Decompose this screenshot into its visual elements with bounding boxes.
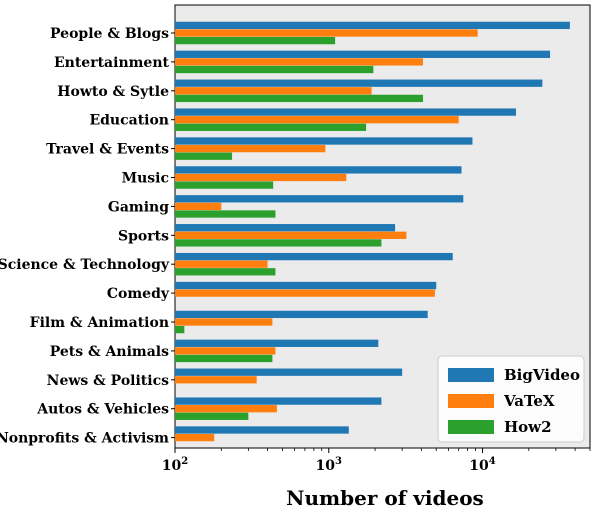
- bar-how2-1: [175, 65, 374, 74]
- bar-how2-0: [175, 36, 336, 45]
- bar-bigvideo-8: [175, 252, 453, 261]
- legend-label-how2: How2: [504, 418, 552, 436]
- x-tick-label: 103: [316, 456, 342, 474]
- legend-swatch-how2: [448, 420, 494, 434]
- bar-bigvideo-6: [175, 195, 464, 203]
- category-label: Nonprofits & Activism: [0, 431, 169, 447]
- x-axis-title: Number of videos: [286, 486, 484, 510]
- x-tick-label: 104: [469, 456, 495, 474]
- bar-bigvideo-0: [175, 21, 570, 30]
- bar-vatex-7: [175, 231, 407, 239]
- bar-bigvideo-13: [175, 397, 382, 405]
- bar-vatex-11: [175, 347, 276, 355]
- bar-vatex-6: [175, 202, 222, 211]
- bar-bigvideo-4: [175, 137, 473, 145]
- bar-how2-10: [175, 325, 185, 334]
- category-label: Music: [122, 171, 169, 187]
- category-label: Science & Technology: [0, 257, 170, 273]
- bar-how2-5: [175, 181, 274, 189]
- bar-vatex-3: [175, 116, 459, 124]
- legend-label-vatex: VaTeX: [503, 392, 555, 410]
- bar-how2-4: [175, 152, 233, 160]
- legend: BigVideo VaTeX How2: [437, 355, 585, 443]
- bar-bigvideo-2: [175, 79, 543, 87]
- bar-bigvideo-9: [175, 281, 437, 290]
- bar-vatex-2: [175, 87, 372, 95]
- bar-bigvideo-7: [175, 224, 396, 232]
- bar-bigvideo-3: [175, 108, 516, 116]
- bar-vatex-12: [175, 376, 257, 384]
- x-tick-label: 102: [162, 456, 188, 474]
- category-label: Sports: [118, 228, 169, 244]
- x-axis-ticks: 102 103 104: [162, 448, 591, 474]
- legend-swatch-bigvideo: [448, 368, 494, 382]
- bar-how2-8: [175, 268, 276, 276]
- category-label: Comedy: [107, 286, 170, 302]
- category-label: People & Blogs: [50, 26, 169, 42]
- category-label: Gaming: [108, 199, 169, 215]
- bar-how2-3: [175, 123, 367, 131]
- bar-bigvideo-11: [175, 339, 379, 347]
- category-label: Entertainment: [54, 55, 170, 71]
- bar-how2-6: [175, 210, 276, 218]
- bar-vatex-8: [175, 260, 268, 268]
- bar-how2-7: [175, 239, 382, 247]
- category-label: Howto & Sytle: [57, 84, 169, 100]
- bar-bigvideo-1: [175, 50, 551, 58]
- category-label: Education: [89, 113, 169, 129]
- category-label: Film & Animation: [30, 315, 169, 331]
- legend-swatch-vatex: [448, 394, 494, 408]
- bar-bigvideo-5: [175, 166, 462, 174]
- bar-how2-2: [175, 94, 423, 103]
- bars-group: [175, 21, 570, 442]
- bar-bigvideo-10: [175, 310, 428, 319]
- bar-vatex-14: [175, 433, 215, 442]
- category-label: News & Politics: [47, 373, 169, 389]
- category-label: Autos & Vehicles: [36, 402, 169, 418]
- bar-vatex-1: [175, 58, 423, 66]
- category-label: Travel & Events: [46, 142, 169, 158]
- bar-vatex-10: [175, 318, 273, 326]
- bar-vatex-4: [175, 144, 326, 153]
- bar-vatex-9: [175, 289, 435, 297]
- bar-how2-13: [175, 412, 249, 420]
- bar-vatex-5: [175, 173, 347, 182]
- bar-vatex-13: [175, 405, 277, 413]
- bar-vatex-0: [175, 29, 478, 37]
- legend-label-bigvideo: BigVideo: [504, 366, 580, 384]
- category-label: Pets & Animals: [50, 344, 169, 360]
- bar-bigvideo-12: [175, 368, 403, 376]
- bar-bigvideo-14: [175, 426, 349, 434]
- category-labels: People & Blogs Entertainment Howto & Sytle…: [0, 26, 175, 447]
- bar-how2-11: [175, 354, 273, 363]
